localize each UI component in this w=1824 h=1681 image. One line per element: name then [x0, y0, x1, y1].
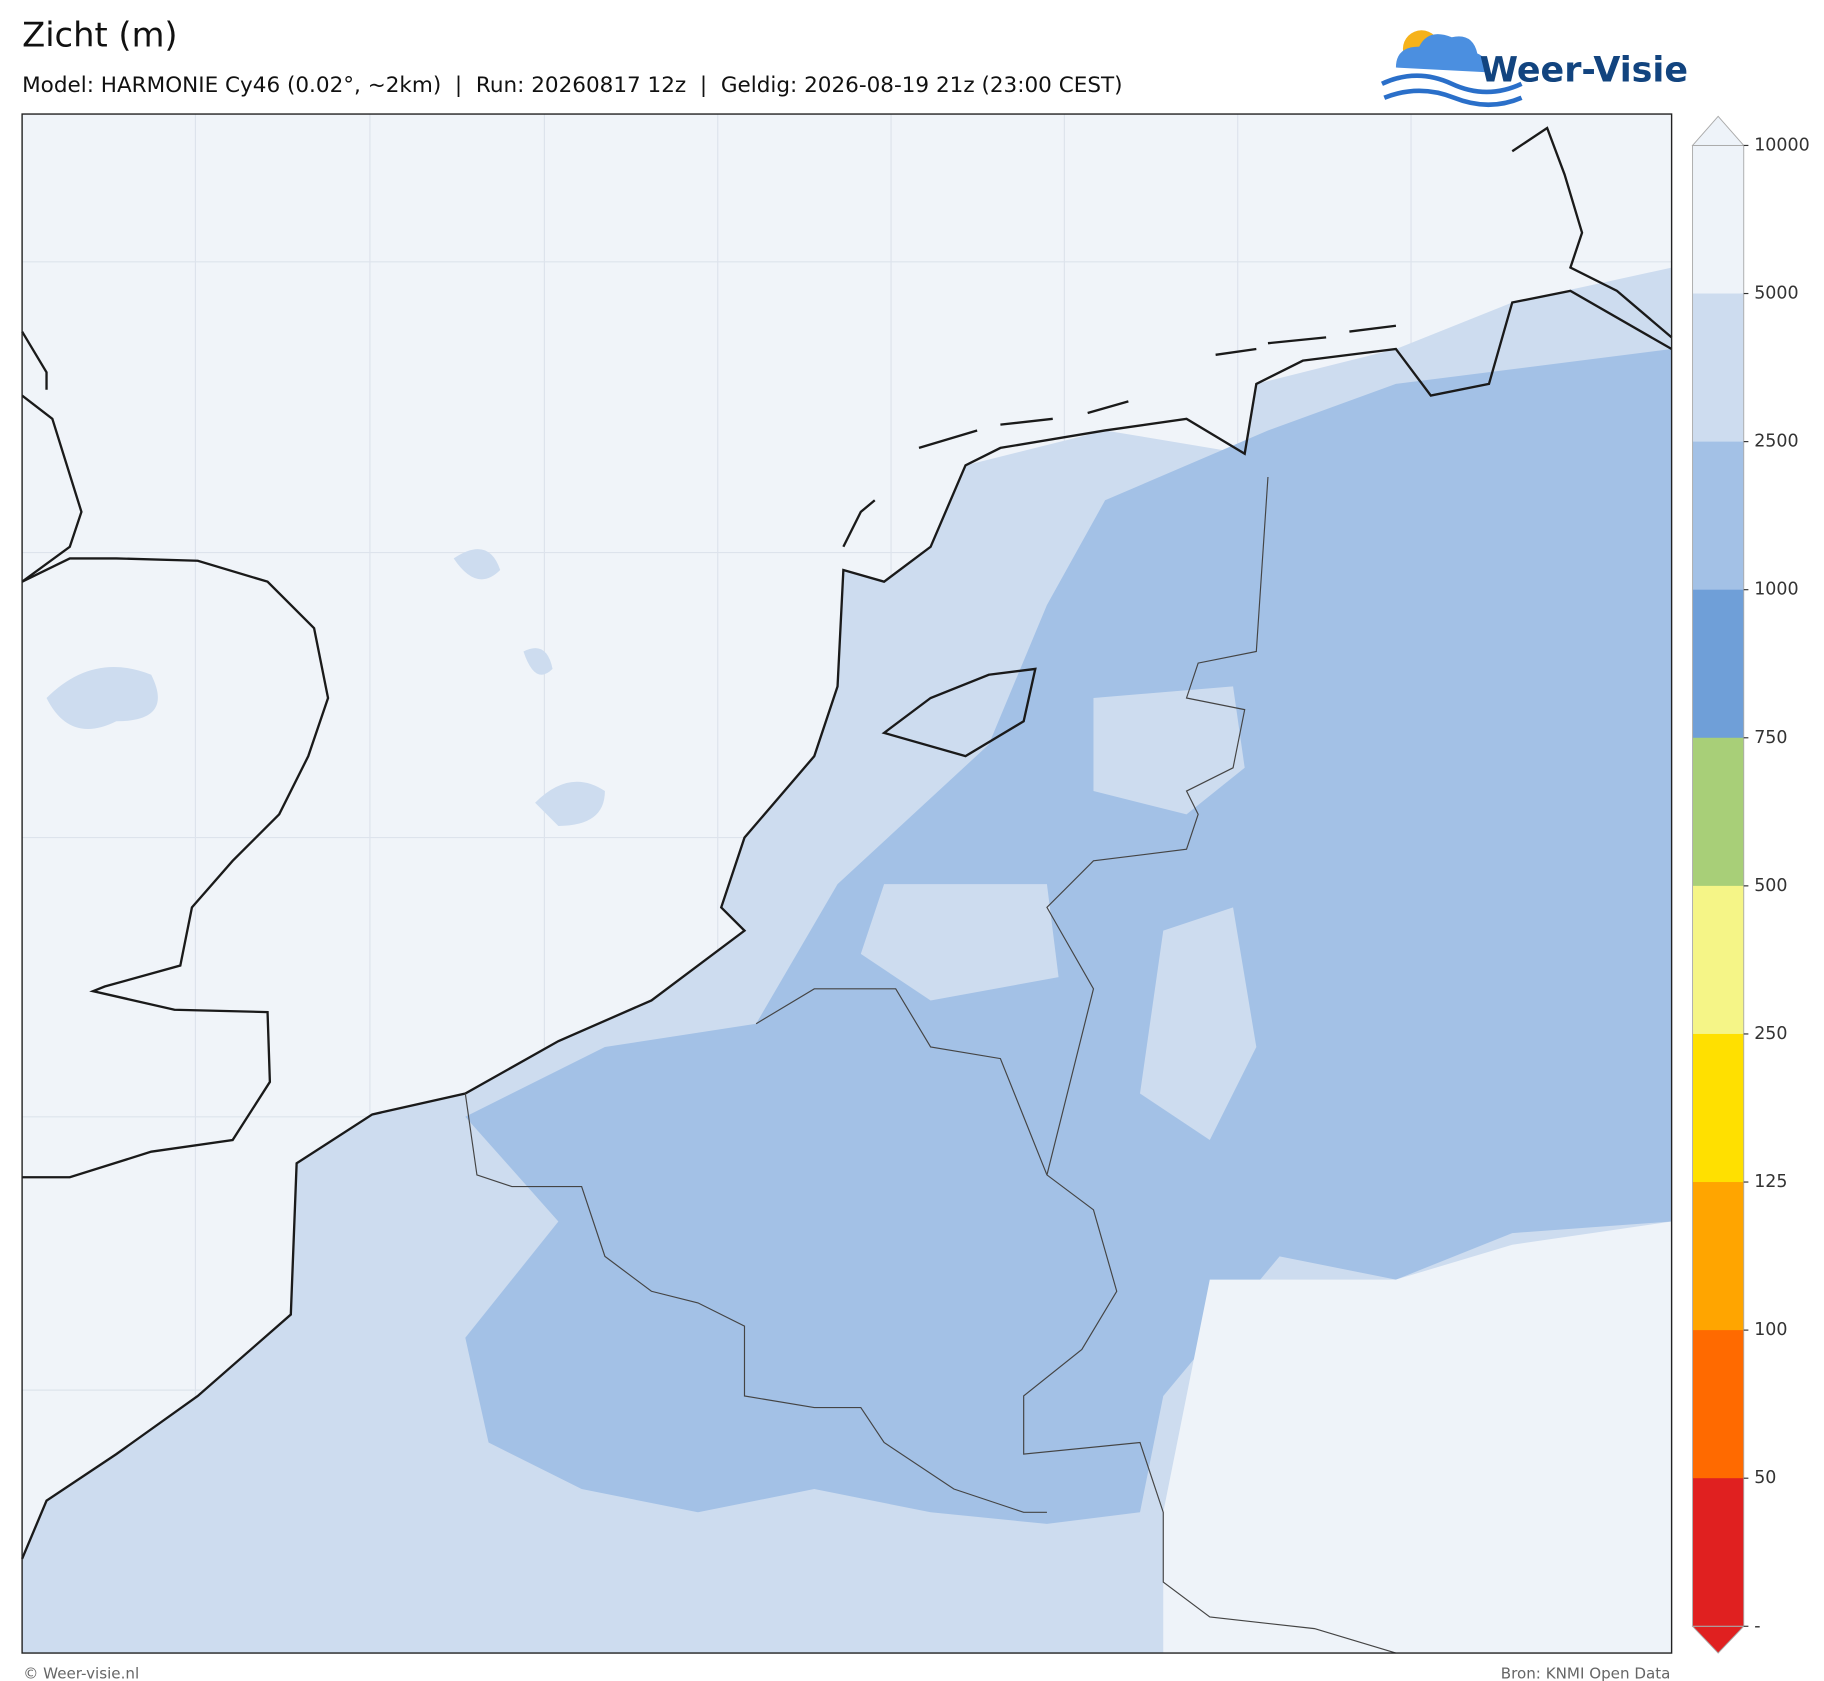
subtitle: Model: HARMONIE Cy46 (0.02°, ~2km) | Run…: [22, 73, 1122, 98]
visibility-clear: [1163, 1221, 1672, 1654]
colorbar-segment: [1692, 1182, 1744, 1331]
colorbar-tick-label: 5000: [1754, 284, 1798, 304]
colorbar-tick-label: 250: [1754, 1024, 1787, 1044]
colorbar-segment: [1692, 145, 1744, 295]
colorbar-segment: [1692, 737, 1744, 887]
colorbar-extend-top: [1691, 115, 1745, 146]
colorbar-tick-label: 100: [1754, 1320, 1787, 1340]
colorbar-segment: [1692, 589, 1744, 739]
colorbar-segment: [1692, 293, 1744, 443]
colorbar-tick-label: 10000: [1754, 135, 1809, 155]
logo-cloud: [1395, 34, 1486, 73]
colorbar-segment: [1692, 885, 1744, 1035]
title: Zicht (m): [22, 16, 177, 55]
logo-waves: [1380, 73, 1523, 107]
colorbar-segment: [1692, 1033, 1744, 1183]
colorbar-tick-label: 500: [1754, 876, 1787, 896]
visibility-mid: [465, 349, 1672, 1524]
colorbar-tick-label: 50: [1754, 1468, 1776, 1488]
logo: Weer-Visie: [1380, 30, 1688, 107]
borders: [464, 476, 1397, 1654]
coastline: [21, 126, 1673, 1560]
colorbar-tick-label: 1000: [1754, 580, 1798, 600]
colorbar-segment: [1692, 1478, 1744, 1627]
colorbar-segment: [1692, 1330, 1744, 1479]
colorbar-tick-label: 2500: [1754, 432, 1798, 452]
logo-text: Weer-Visie: [1480, 50, 1688, 90]
map-frame: [21, 113, 1673, 1654]
visibility-patch: [860, 686, 1257, 1141]
colorbar: 10000 5000 2500 1000 750 500 250 125 100 50 -: [1691, 115, 1810, 1654]
colorbar-tick-label: -: [1754, 1616, 1760, 1636]
map: [21, 113, 1673, 1654]
colorbar-segment: [1692, 441, 1744, 591]
source: Bron: KNMI Open Data: [1501, 1664, 1671, 1681]
colorbar-tick-label: 750: [1754, 728, 1787, 748]
visibility-sea-patch: [46, 549, 605, 826]
colorbar-tick-label: 125: [1754, 1172, 1787, 1192]
credit: © Weer-visie.nl: [23, 1664, 139, 1681]
colorbar-extend-bottom: [1691, 1625, 1745, 1654]
